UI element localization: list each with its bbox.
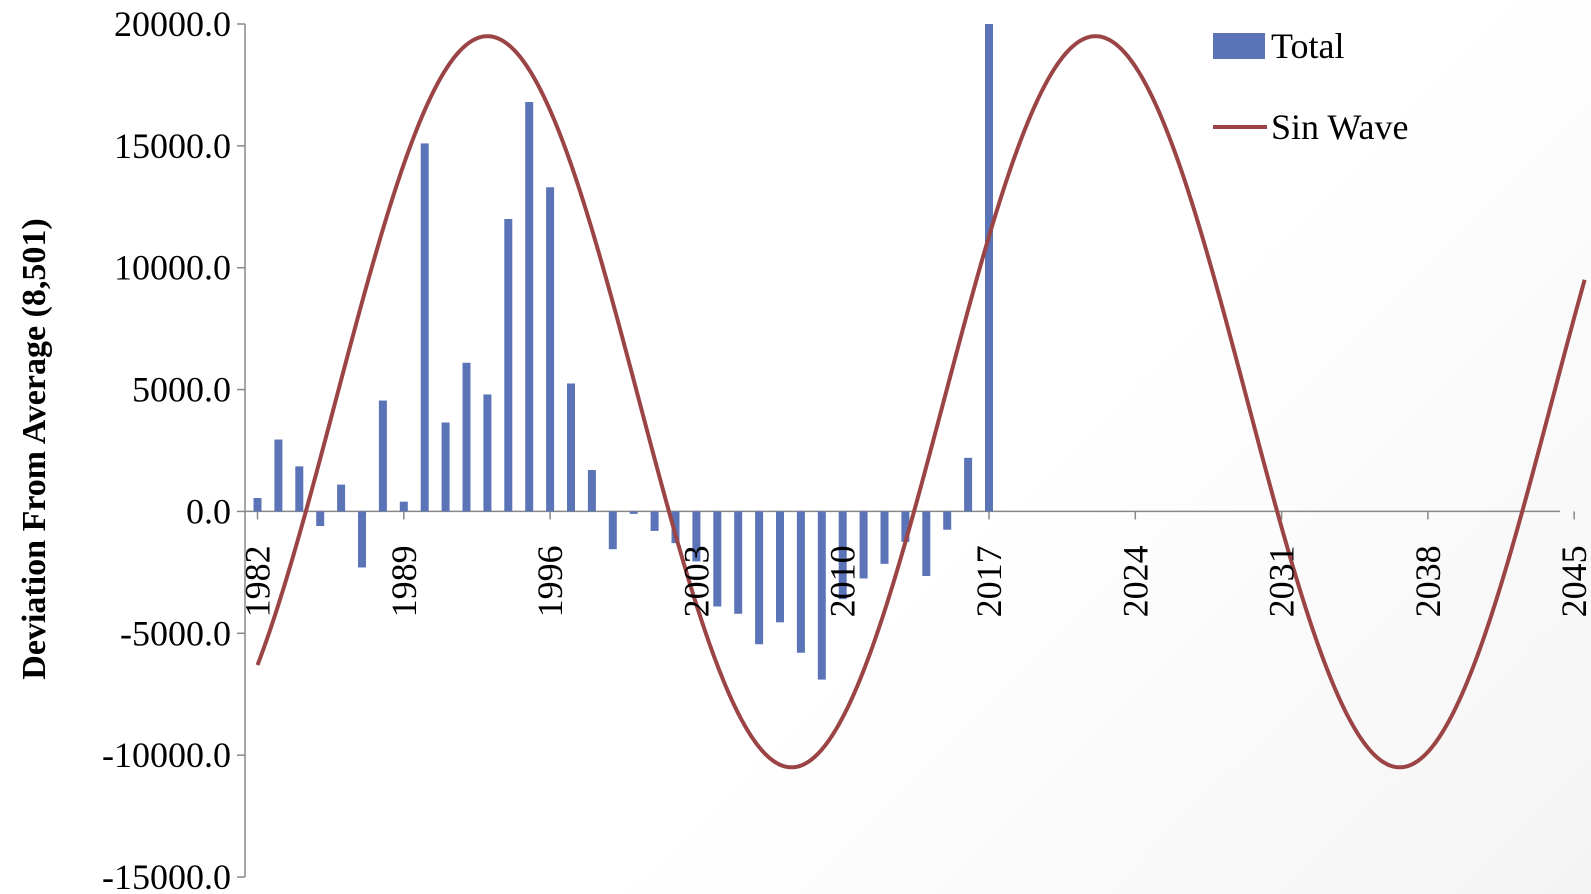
y-tick-label: 5000.0	[132, 370, 231, 410]
bar-2016	[964, 457, 973, 512]
bar-1986	[337, 484, 346, 512]
bar-2014	[922, 511, 931, 577]
legend: Total Sin Wave	[1213, 26, 1408, 147]
bar-1990	[420, 143, 429, 512]
bar-1991	[441, 422, 450, 512]
bar-1998	[587, 469, 596, 512]
x-tick-label: 2045	[1554, 545, 1591, 617]
bar-2004	[713, 511, 722, 607]
x-tick-label: 1996	[530, 545, 570, 617]
x-tick-label: 1982	[238, 545, 278, 617]
y-tick-label: 0.0	[186, 491, 231, 531]
bar-1984	[295, 466, 304, 512]
bar-1988	[378, 400, 387, 512]
bar-2001	[650, 511, 659, 531]
bar-1992	[462, 362, 471, 512]
x-tick-label: 2024	[1115, 545, 1155, 617]
y-tick-label: 15000.0	[114, 126, 231, 166]
bar-2017	[985, 24, 993, 512]
bar-2000	[629, 511, 638, 514]
bar-1999	[608, 511, 617, 550]
x-tick-label: 2038	[1408, 545, 1448, 617]
x-tick-label: 2003	[676, 545, 716, 617]
bar-2011	[859, 511, 868, 579]
legend-label-total: Total	[1271, 26, 1344, 66]
x-tick-label: 1989	[384, 545, 424, 617]
bar-2013	[901, 511, 910, 542]
x-tick-label: 2031	[1262, 545, 1302, 617]
bar-1995	[525, 101, 534, 512]
y-tick-label: -15000.0	[102, 857, 231, 894]
bar-1989	[399, 501, 408, 512]
bar-2009	[817, 511, 826, 680]
axes	[237, 23, 1575, 878]
bar-1982	[253, 498, 262, 512]
bar-1987	[358, 511, 366, 568]
y-tick-label: -10000.0	[102, 735, 231, 775]
bar-series-total	[253, 24, 993, 680]
bar-1994	[504, 218, 513, 512]
tick-labels: 20000.0 15000.0 10000.0 5000.0 0.0 -5000.0 -10…	[102, 4, 1591, 894]
bar-2006	[755, 511, 764, 645]
bar-2007	[776, 511, 784, 623]
x-tick-label: 2010	[823, 545, 863, 617]
bar-1996	[546, 187, 555, 512]
legend-label-sin-wave: Sin Wave	[1271, 107, 1408, 147]
x-tick-label: 2017	[969, 545, 1009, 617]
bar-2005	[734, 511, 743, 614]
y-tick-label: 20000.0	[114, 4, 231, 44]
bar-2003	[692, 511, 701, 562]
bar-2015	[943, 511, 952, 530]
bar-2002	[671, 511, 680, 544]
bar-1997	[567, 383, 575, 512]
y-tick-label: -5000.0	[120, 613, 231, 653]
bar-2012	[880, 511, 889, 564]
y-tick-label: 10000.0	[114, 248, 231, 288]
bar-2010	[838, 511, 847, 600]
bar-1993	[483, 394, 492, 512]
legend-swatch-total	[1213, 33, 1265, 59]
sin-wave-line	[255, 34, 1587, 770]
y-axis-title: Deviation From Average (8,501)	[16, 218, 53, 679]
bar-1983	[274, 439, 283, 512]
bar-2008	[796, 511, 805, 653]
bar-1985	[316, 511, 325, 527]
line-series-sin-wave	[255, 34, 1587, 770]
